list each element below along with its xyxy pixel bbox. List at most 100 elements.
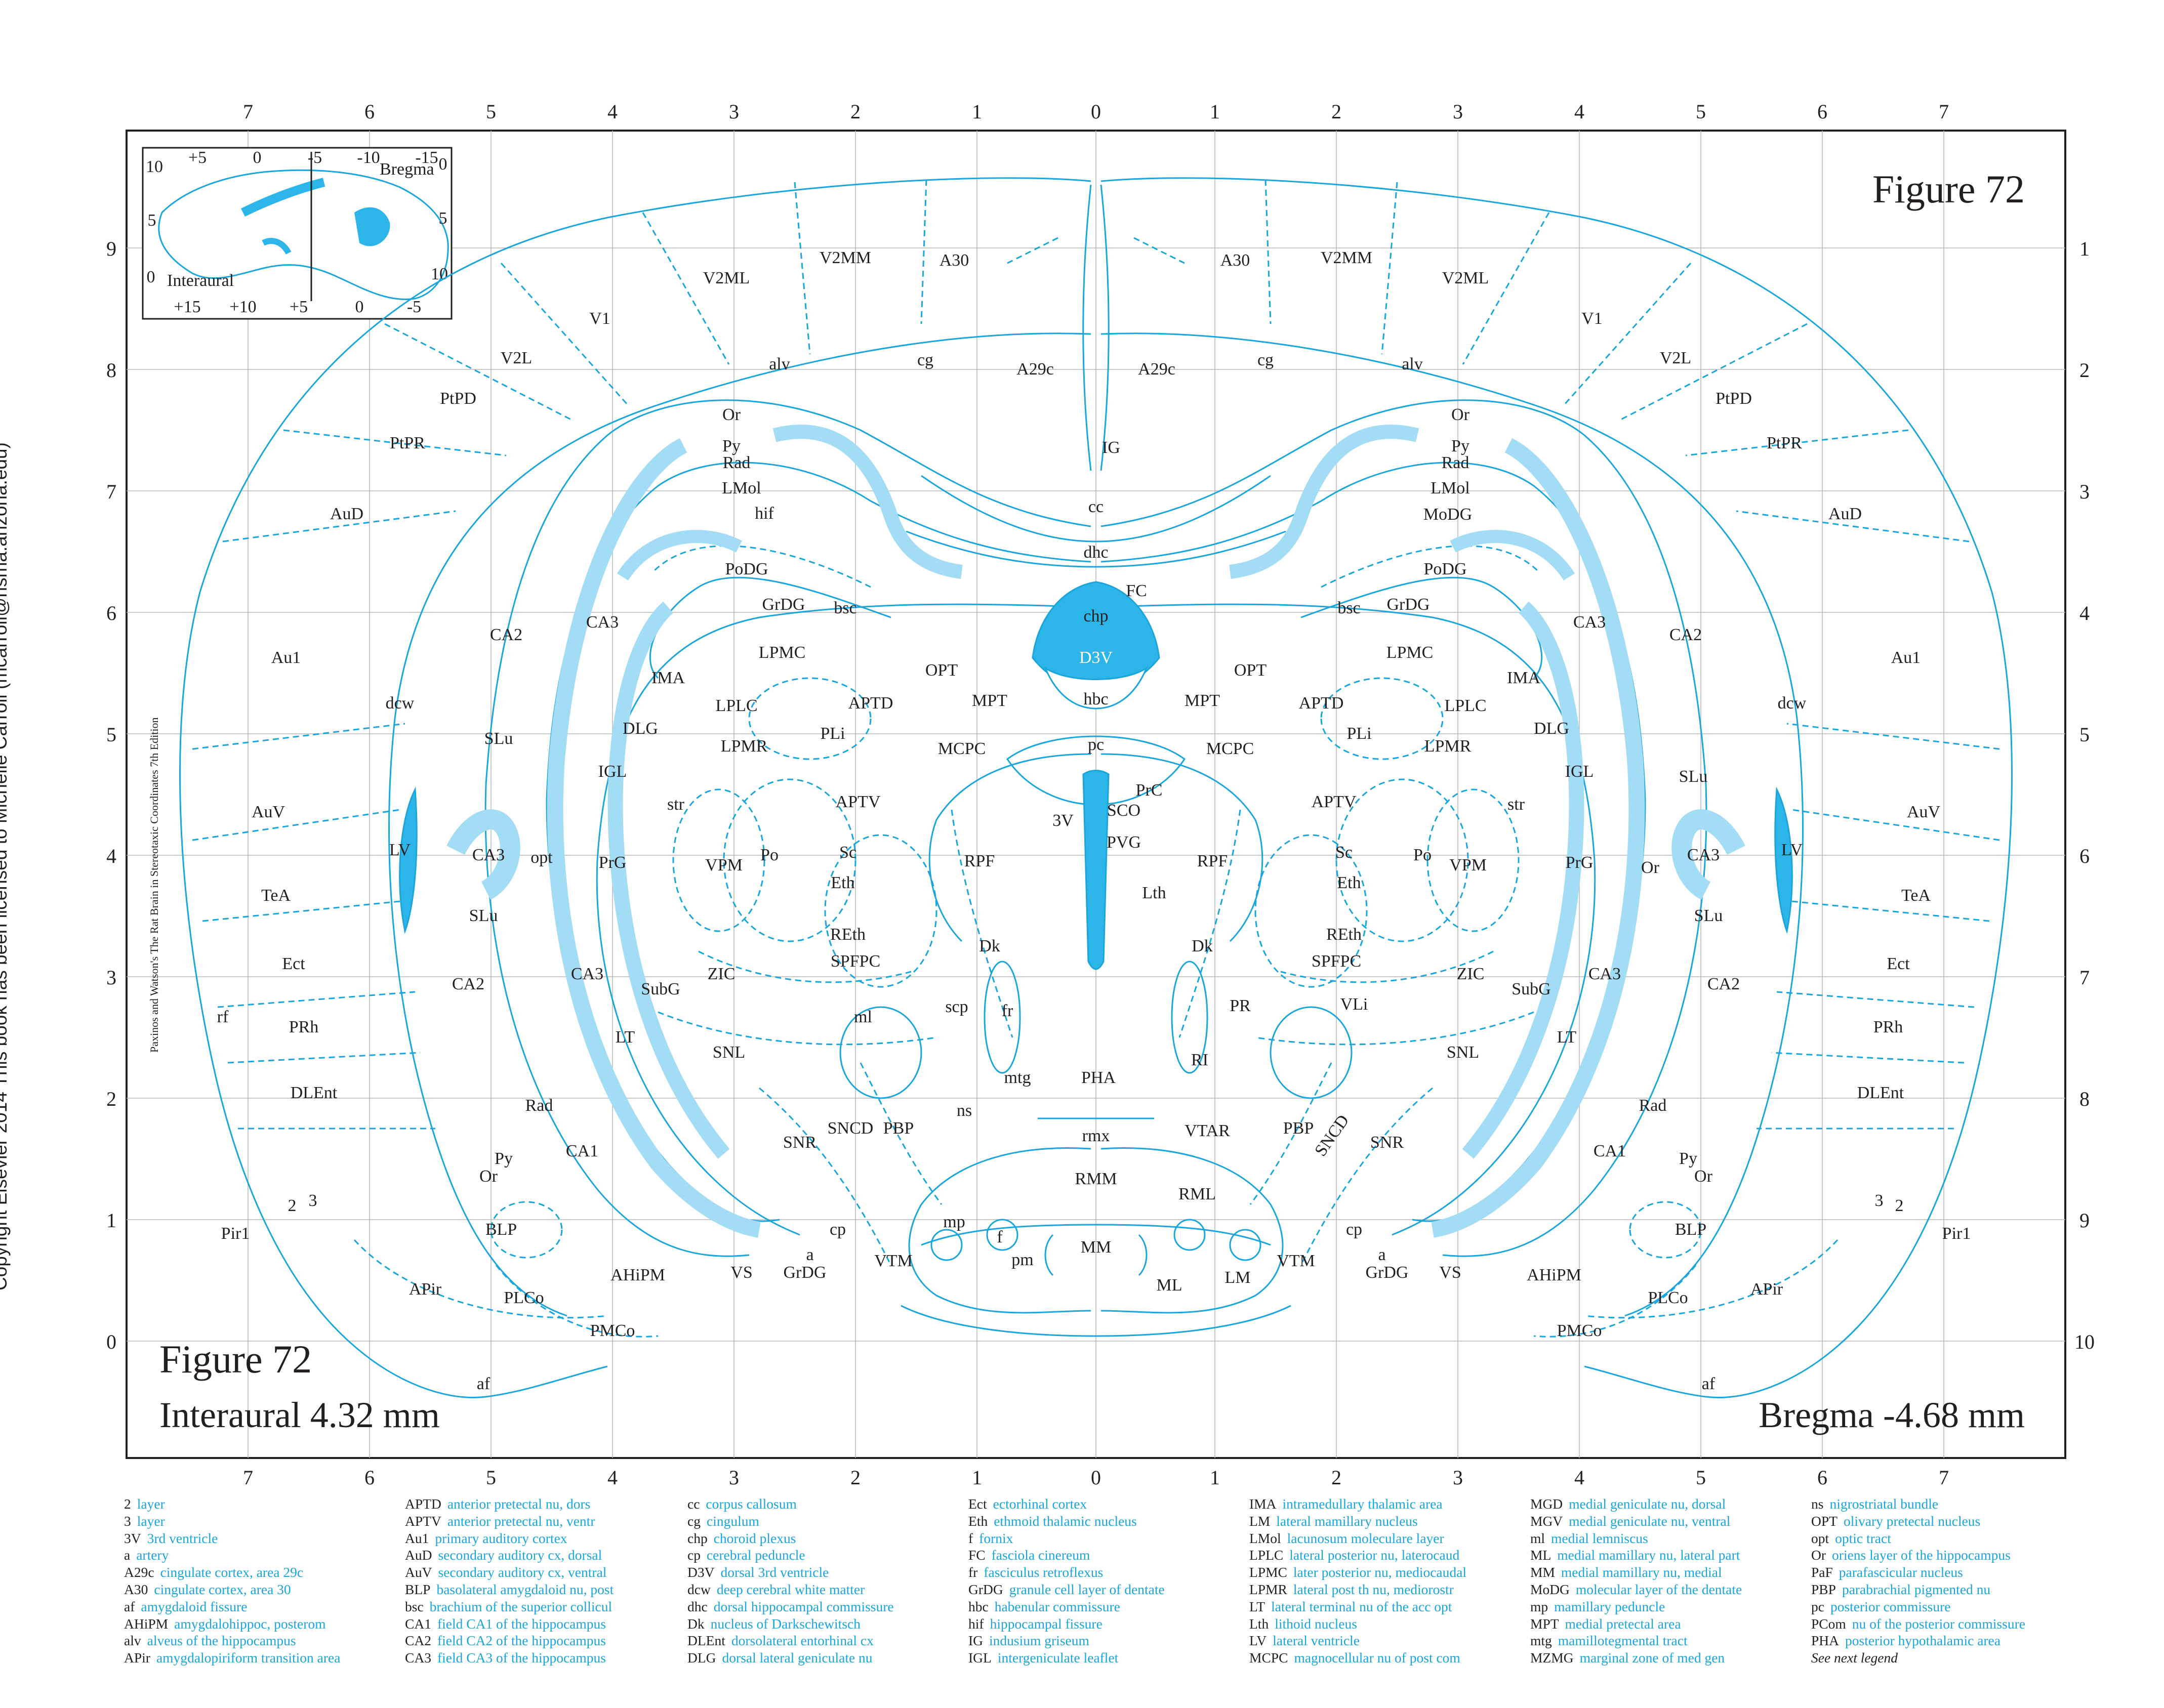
label-podg-left: PoDG: [725, 560, 768, 578]
label-py-right-lower: Py: [1679, 1149, 1697, 1168]
legend-entry: cc corpus callosum: [687, 1495, 894, 1513]
legend-description: fornix: [979, 1530, 1013, 1546]
legend-abbrev: AHiPM: [124, 1615, 169, 1632]
ruler-bottom-5: 2: [850, 1466, 861, 1489]
label-f: f: [997, 1228, 1003, 1246]
legend-entry: LT lateral terminal nu of the acc opt: [1249, 1598, 1466, 1615]
label-tea-right: TeA: [1901, 886, 1931, 905]
legend-abbrev: OPT: [1811, 1513, 1838, 1529]
legend-abbrev: MGD: [1530, 1496, 1563, 1512]
label-apir-right: APir: [1750, 1280, 1783, 1299]
label-or-right-mid: Or: [1641, 858, 1660, 877]
label-aud-left: AuD: [330, 505, 363, 523]
label-ca1-right: CA1: [1594, 1142, 1626, 1160]
label-grdg-left: GrDG: [762, 595, 805, 614]
label-prh-right: PRh: [1873, 1018, 1903, 1036]
legend-entry: Au1 primary auditory cortex: [405, 1530, 614, 1547]
label-sncd-right: SNCD: [1311, 1111, 1353, 1160]
label-tea-left: TeA: [261, 886, 291, 905]
label-subg-right: SubG: [1512, 980, 1550, 998]
legend-description: olivary pretectal nucleus: [1843, 1513, 1981, 1529]
legend-column-6: MGD medial geniculate nu, dorsal MGV medial…: [1530, 1495, 1742, 1667]
label-pli-right: PLi: [1346, 724, 1371, 743]
legend-entry: fr fasciculus retroflexus: [968, 1564, 1165, 1581]
label-lv-right: LV: [1781, 841, 1803, 859]
legend-entry: ns nigrostriatal bundle: [1811, 1495, 2025, 1513]
legend-entry: mtg mamillotegmental tract: [1530, 1632, 1742, 1649]
legend-abbrev: PCom: [1811, 1615, 1846, 1632]
legend-entry: Eth ethmoid thalamic nucleus: [968, 1513, 1165, 1530]
label-lt-right: LT: [1557, 1028, 1577, 1047]
ruler-bottom-13: 6: [1817, 1466, 1827, 1489]
label-lm: LM: [1225, 1268, 1251, 1287]
legend-description: granule cell layer of dentate: [1009, 1581, 1165, 1597]
label-str-right: str: [1507, 795, 1525, 814]
label-vli-right: VLi: [1340, 995, 1368, 1014]
label-dk-left: Dk: [979, 937, 1000, 955]
ruler-top-9: 2: [1331, 100, 1341, 123]
label-ptpr-left: PtPR: [390, 434, 425, 452]
label-eth-right: Eth: [1337, 873, 1361, 892]
label-plco-right: PLCo: [1648, 1288, 1688, 1307]
inset-bregma-label: Bregma: [380, 160, 434, 179]
legend-entry: D3V dorsal 3rd ventricle: [687, 1564, 894, 1581]
label-ima-left: IMA: [651, 669, 685, 687]
label-slu-left-top: SLu: [484, 729, 513, 748]
legend-entry: LPMR lateral post th nu, mediorostr: [1249, 1581, 1466, 1598]
legend-description: layer: [137, 1513, 165, 1529]
ruler-top-14: 7: [1939, 100, 1949, 123]
label-2-right: 2: [1895, 1196, 1904, 1215]
legend-entry: LM lateral mamillary nucleus: [1249, 1513, 1466, 1530]
label-v2mm-right: V2MM: [1321, 248, 1372, 267]
legend-abbrev: MPT: [1530, 1615, 1559, 1632]
ruler-bottom-10: 3: [1453, 1466, 1463, 1489]
inset-top-tick-0: +5: [188, 148, 207, 167]
label-dlent-left: DLEnt: [291, 1084, 338, 1102]
label-sco: SCO: [1107, 801, 1140, 820]
legend-entry: af amygdaloid fissure: [124, 1598, 340, 1615]
legend-description: field CA2 of the hippocampus: [437, 1633, 606, 1649]
legend-entry: APir amygdalopiriform transition area: [124, 1649, 340, 1667]
label-plco-left: PLCo: [504, 1288, 544, 1307]
legend-entry: MGV medial geniculate nu, ventral: [1530, 1513, 1742, 1530]
legend-abbrev: D3V: [687, 1564, 715, 1580]
inset-right-tick-0: 0: [439, 155, 447, 174]
legend-entry: ML medial mamillary nu, lateral part: [1530, 1547, 1742, 1564]
ruler-bottom-12: 5: [1696, 1466, 1706, 1489]
legend-entry: MGD medial geniculate nu, dorsal: [1530, 1495, 1742, 1513]
ruler-left-2: 7: [106, 480, 116, 503]
legend-abbrev: CA2: [405, 1633, 431, 1649]
legend-entry: Dk nucleus of Darkschewitsch: [687, 1615, 894, 1633]
label-cg-right: cg: [1257, 351, 1274, 369]
label-po-left: Po: [760, 846, 779, 864]
legend-abbrev: LPMR: [1249, 1581, 1287, 1597]
ruler-bottom-14: 7: [1939, 1466, 1949, 1489]
ruler-bottom-2: 5: [486, 1466, 496, 1489]
label-lpmr-right: LPMR: [1424, 737, 1472, 756]
label-grdg-right: GrDG: [1387, 595, 1430, 614]
label-cp-right: cp: [1346, 1220, 1362, 1239]
label-ca1-left: CA1: [566, 1142, 598, 1160]
legend-abbrev: IMA: [1249, 1496, 1277, 1512]
inset-interaural-label: Interaural: [167, 271, 234, 290]
legend-description: lateral posterior nu, laterocaud: [1289, 1547, 1460, 1563]
label-rad-right-lower: Rad: [1639, 1096, 1667, 1115]
legend-entry: Or oriens layer of the hippocampus: [1811, 1547, 2025, 1564]
legend-abbrev: a: [124, 1547, 131, 1563]
ruler-top-1: 6: [364, 100, 375, 123]
legend-description: dorsal lateral geniculate nu: [722, 1650, 873, 1666]
label-2-left: 2: [288, 1196, 297, 1215]
label-v2ml-left: V2ML: [703, 269, 750, 287]
legend-entry: APTV anterior pretectal nu, ventr: [405, 1513, 614, 1530]
legend-entry: MoDG molecular layer of the dentate: [1530, 1581, 1742, 1598]
legend-abbrev: MZMG: [1530, 1650, 1574, 1666]
legend-description: lithoid nucleus: [1275, 1615, 1357, 1632]
label-or-right-lower: Or: [1694, 1167, 1713, 1186]
legend-abbrev: LMol: [1249, 1530, 1281, 1546]
label-igl-left: IGL: [598, 762, 627, 781]
label-podg-right: PoDG: [1423, 560, 1466, 578]
label-ca3-left-bottom: CA3: [571, 965, 603, 983]
label-spfpc-right: SPFPC: [1312, 952, 1361, 971]
legend-entry: 2 layer: [124, 1495, 340, 1513]
label-3v: 3V: [1052, 811, 1074, 830]
